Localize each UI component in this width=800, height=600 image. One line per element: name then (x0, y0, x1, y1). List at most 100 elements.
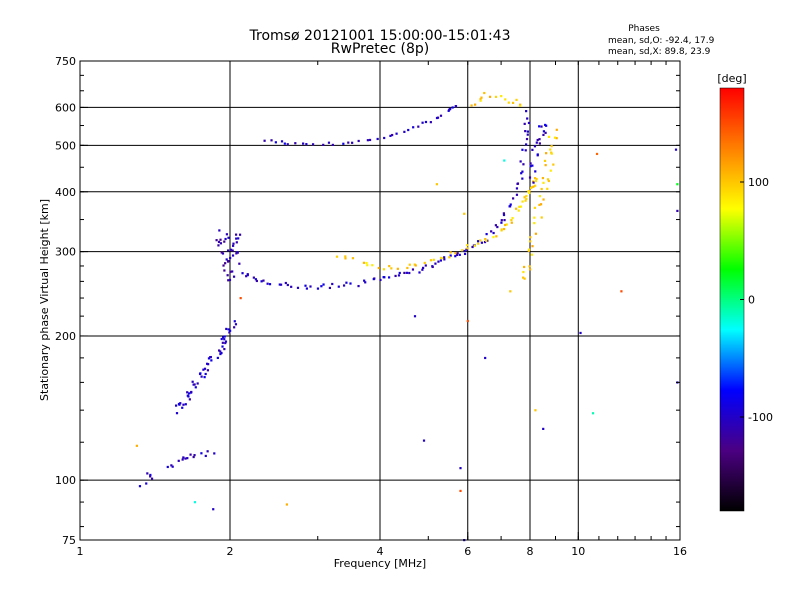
data-point (222, 336, 225, 339)
data-point (512, 197, 515, 200)
data-point (182, 403, 185, 406)
colorbar-tick-label: -100 (748, 411, 773, 424)
data-point (533, 177, 537, 180)
data-point (546, 178, 550, 181)
data-point (305, 143, 308, 146)
data-point (494, 224, 497, 227)
data-point (531, 148, 534, 151)
data-point (546, 187, 549, 190)
data-point (219, 350, 222, 353)
data-point (461, 249, 464, 252)
data-point (227, 260, 230, 263)
data-point (523, 277, 526, 280)
data-point (234, 233, 238, 236)
data-point (294, 142, 297, 145)
data-point (528, 176, 532, 179)
data-point (368, 138, 372, 142)
data-point (466, 319, 469, 323)
data-point (538, 138, 541, 141)
data-point (376, 137, 379, 141)
data-point (188, 398, 191, 401)
data-point (505, 223, 508, 226)
data-point (226, 274, 229, 277)
data-point (504, 223, 507, 227)
data-point (145, 482, 148, 485)
data-point (547, 135, 551, 138)
data-point (511, 101, 515, 104)
data-point (246, 274, 249, 277)
data-point (510, 219, 513, 222)
y-tick-label: 400 (55, 186, 76, 199)
data-point (525, 110, 528, 113)
data-point (224, 262, 227, 265)
data-point (502, 212, 505, 215)
data-point (379, 278, 382, 282)
data-point (515, 187, 519, 190)
data-point (439, 259, 443, 262)
data-point (363, 279, 366, 282)
data-point (521, 148, 524, 151)
data-point (284, 281, 287, 285)
data-point (232, 242, 235, 245)
data-point (210, 359, 213, 362)
data-point (545, 152, 548, 155)
data-point (488, 95, 492, 98)
data-point (474, 103, 477, 106)
data-point (454, 105, 457, 108)
y-tick-label: 750 (55, 55, 76, 68)
data-point (217, 349, 221, 352)
data-point (492, 231, 495, 235)
data-point (466, 244, 469, 247)
x-tick-label: 16 (673, 545, 687, 558)
data-point (532, 181, 535, 184)
data-point (483, 240, 487, 244)
data-point (547, 179, 550, 183)
data-point (483, 91, 486, 95)
data-point (533, 206, 536, 209)
data-point (509, 290, 512, 293)
data-point (522, 270, 525, 274)
data-point (322, 283, 325, 286)
data-point (479, 99, 482, 102)
data-point (550, 145, 553, 148)
data-point (523, 196, 526, 199)
data-point (544, 131, 547, 134)
data-point (421, 268, 424, 271)
data-point (184, 403, 187, 406)
data-point (495, 235, 498, 238)
data-point (213, 452, 216, 455)
data-point (591, 412, 595, 415)
data-point (149, 473, 152, 477)
data-point (459, 467, 462, 470)
data-point (421, 121, 424, 124)
y-tick-label: 75 (62, 534, 76, 547)
data-point (437, 260, 440, 263)
data-point (390, 267, 393, 270)
data-point (536, 138, 539, 142)
data-point (217, 240, 221, 244)
x-axis-label: Frequency [MHz] (334, 557, 426, 570)
data-point (377, 266, 380, 270)
y-tick-label: 300 (55, 246, 76, 259)
data-point (486, 239, 489, 242)
data-point (542, 181, 545, 184)
data-point (533, 216, 536, 219)
data-point (231, 244, 235, 247)
data-point (207, 357, 211, 360)
data-point (342, 142, 345, 145)
x-tick-label: 2 (227, 545, 234, 558)
x-tick-label: 10 (571, 545, 585, 558)
data-point (408, 263, 411, 266)
data-point (234, 323, 238, 326)
data-point (219, 238, 222, 241)
data-point (221, 341, 224, 344)
data-point (676, 183, 679, 186)
data-point (538, 203, 541, 207)
x-axis: 1 2 4 6 8 10 16 (77, 61, 687, 558)
data-point (529, 165, 532, 168)
chart-subtitle: RwPretec (8p) (331, 41, 429, 57)
data-point (189, 453, 192, 456)
data-point (538, 142, 541, 145)
data-point (396, 267, 399, 270)
data-point (449, 107, 452, 111)
